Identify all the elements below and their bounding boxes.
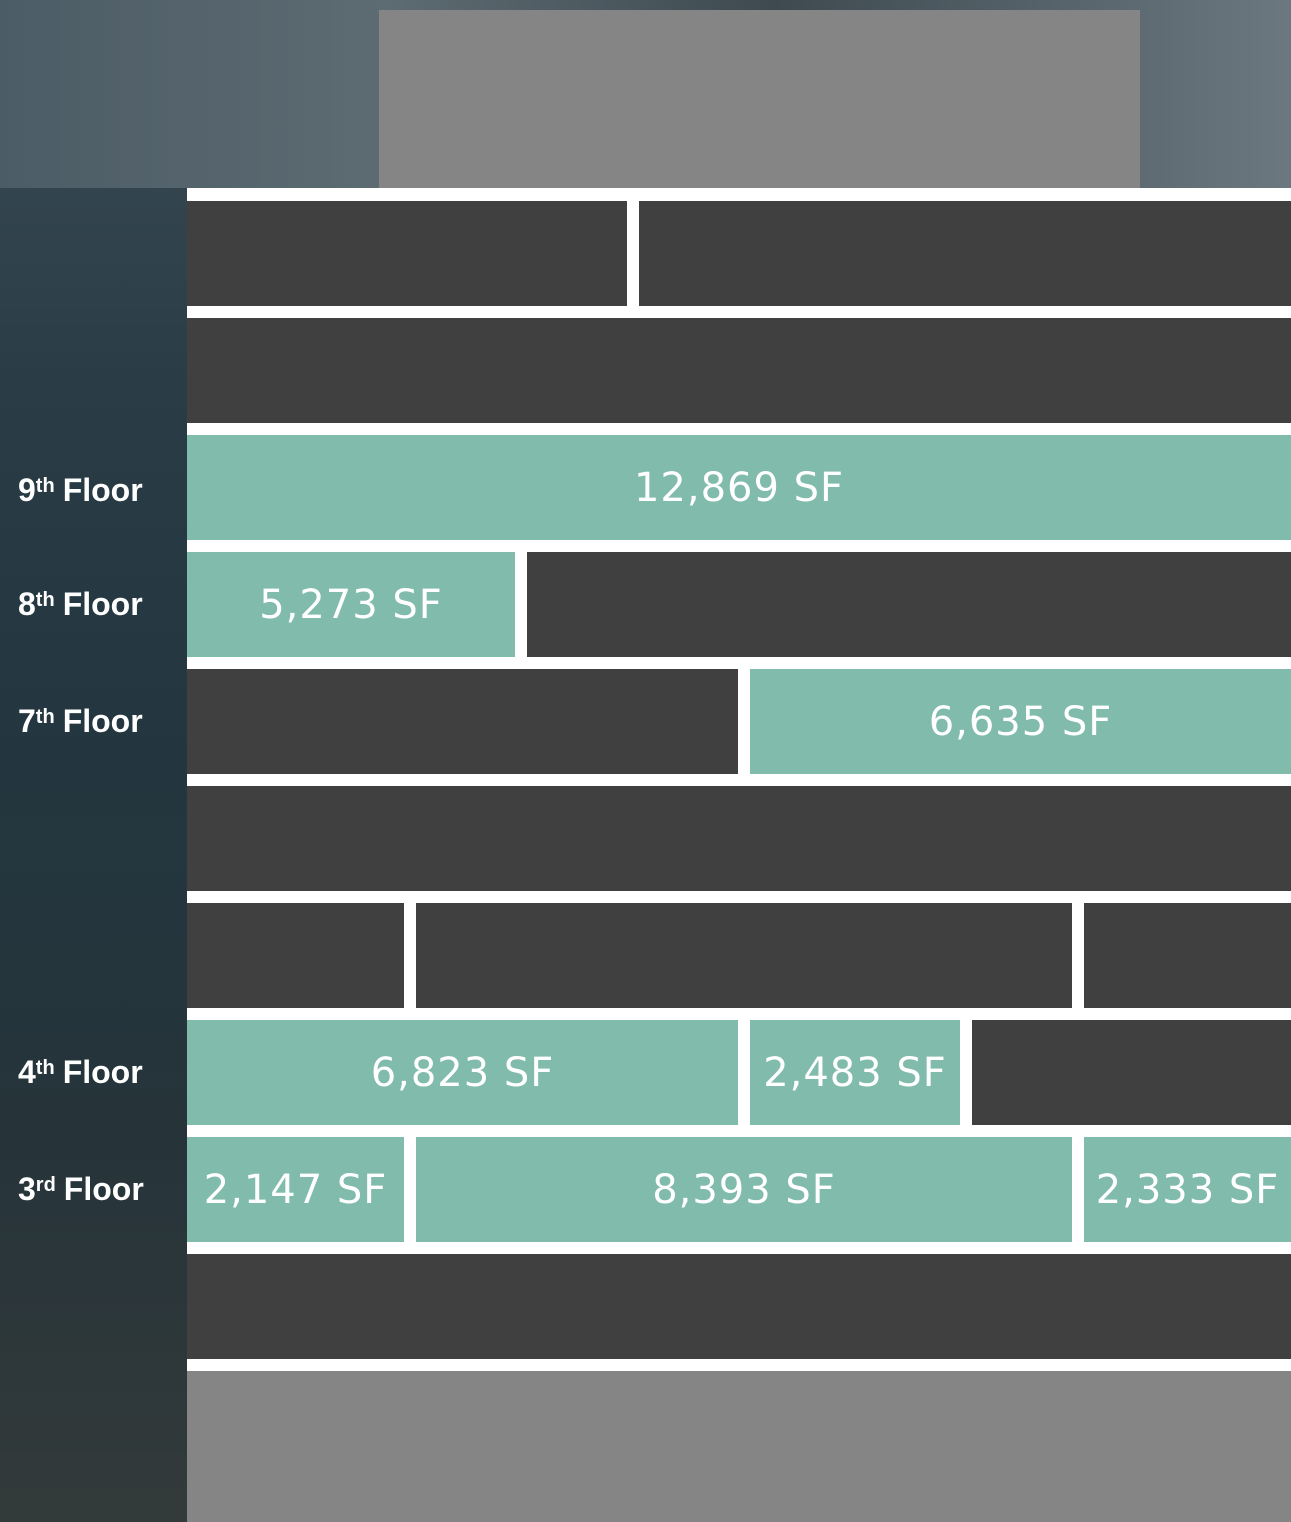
leased-suite [187,318,1291,423]
leased-suite [187,669,738,774]
available-suite: 6,823 SF [187,1020,738,1125]
floor-suffix: th [36,475,55,498]
floor-word: Floor [63,1054,143,1091]
floor-word: Floor [63,703,143,740]
available-suite: 6,635 SF [750,669,1291,774]
leased-suite [187,1254,1291,1359]
leased-suite [639,201,1291,306]
suite-size: 6,635 SF [929,699,1113,745]
leased-suite [1084,903,1291,1008]
leased-suite [527,552,1291,657]
leased-suite [187,786,1291,891]
suite-size: 6,823 SF [371,1050,555,1096]
floor-number: 8 [18,586,36,623]
floor-word: Floor [63,472,143,509]
floor-suffix: rd [36,1174,56,1197]
floor-word: Floor [64,1171,144,1208]
tower-base [187,1371,1291,1522]
floor-suffix: th [36,706,55,729]
suite-size: 2,147 SF [204,1167,388,1213]
available-suite: 2,333 SF [1084,1137,1291,1242]
available-suite: 5,273 SF [187,552,515,657]
floor-suffix: th [36,589,55,612]
available-suite: 2,483 SF [750,1020,960,1125]
suite-size: 5,273 SF [259,582,443,628]
floor-word: Floor [63,586,143,623]
suite-size: 2,483 SF [763,1050,947,1096]
floor-number: 7 [18,703,36,740]
leased-suite [187,201,627,306]
available-suite: 12,869 SF [187,435,1291,540]
page: (() => { const data = JSON.parse(documen… [0,0,1291,1522]
floor-number: 9 [18,472,36,509]
available-suite: 2,147 SF [187,1137,404,1242]
leased-suite [187,903,404,1008]
suite-size: 2,333 SF [1096,1167,1280,1213]
floor-suffix: th [36,1057,55,1080]
tower-top [379,10,1140,188]
suite-size: 12,869 SF [634,465,844,511]
leased-suite [416,903,1072,1008]
suite-size: 8,393 SF [652,1167,836,1213]
leased-suite [972,1020,1291,1125]
floor-number: 4 [18,1054,36,1091]
available-suite: 8,393 SF [416,1137,1072,1242]
floor-number: 3 [18,1171,36,1208]
